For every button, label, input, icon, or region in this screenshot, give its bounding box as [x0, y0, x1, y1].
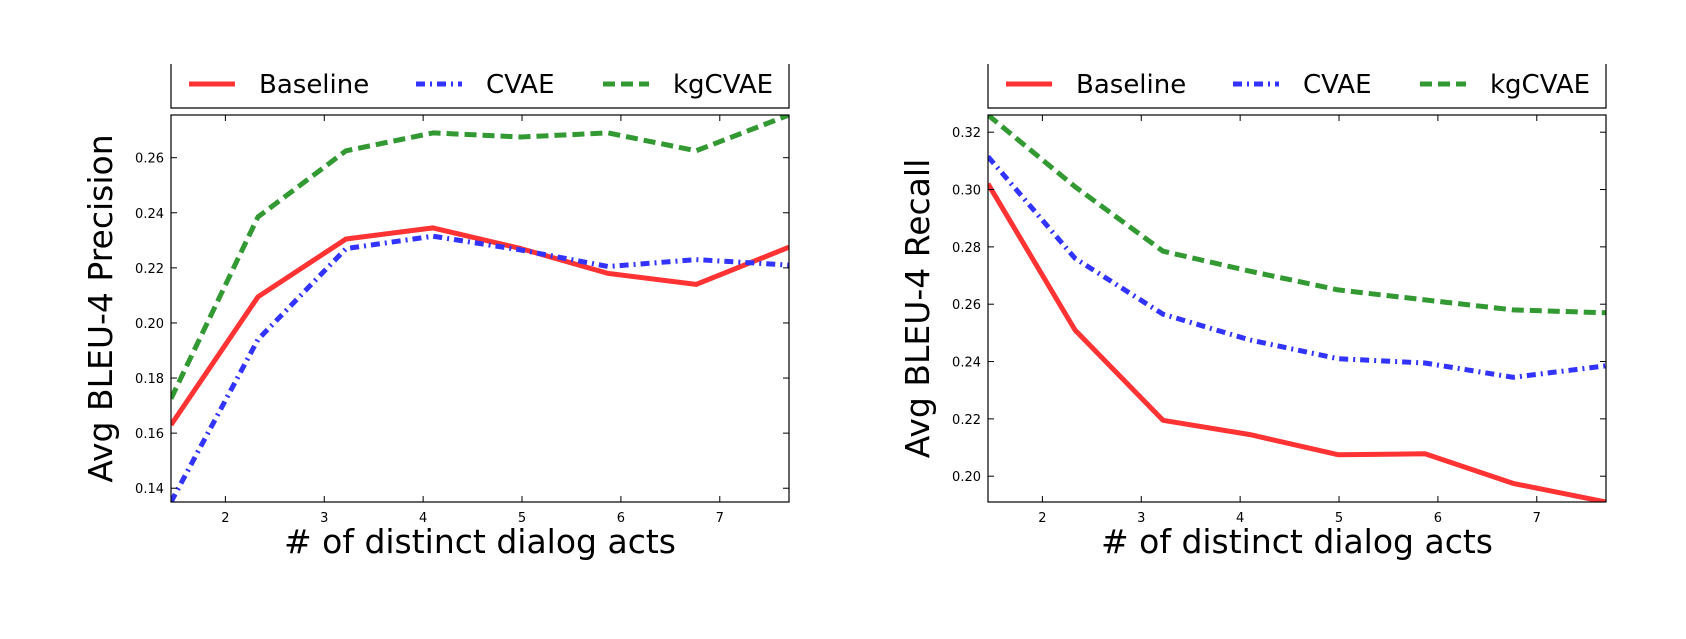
legend: Baseline CVAE kgCVAE	[170, 64, 790, 109]
y-tick-label: 0.20	[952, 470, 981, 485]
y-tick-label: 0.18	[135, 372, 164, 387]
y-tick-label: 0.28	[952, 241, 981, 256]
x-tick-label: 5	[518, 511, 526, 526]
x-axis-title: # of distinct dialog acts	[1101, 522, 1493, 561]
legend-label-cvae: CVAE	[1303, 70, 1372, 100]
y-tick-label: 0.16	[135, 427, 164, 442]
plot-frame	[170, 114, 790, 503]
series-line-cvae	[171, 233, 789, 502]
plot-frame	[987, 114, 1607, 503]
x-tick-label: 5	[1335, 511, 1343, 526]
x-tick-label: 7	[1533, 511, 1541, 526]
y-tick-label: 0.14	[135, 482, 164, 497]
legend-label-cvae: CVAE	[486, 70, 555, 100]
x-tick-label: 7	[716, 511, 724, 526]
legend-label-kgcvae: kgCVAE	[673, 70, 773, 100]
y-axis-title: Avg BLEU-4 Precision	[81, 134, 120, 482]
chart-panel-2: 2 3 4 5 6 7 0.20 0.22 0.24 0.26 0.28 0.30 0.32 # of d…	[898, 64, 1607, 561]
legend-label-kgcvae: kgCVAE	[1490, 70, 1590, 100]
x-tick-label: 3	[1137, 511, 1145, 526]
x-tick-label: 6	[617, 511, 625, 526]
y-tick-label: 0.24	[135, 207, 164, 222]
legend-frame	[170, 64, 790, 109]
x-tick-label: 6	[1434, 511, 1442, 526]
x-axis-title: # of distinct dialog acts	[284, 522, 676, 561]
x-tick-label: 4	[419, 511, 427, 526]
legend: Baseline CVAE kgCVAE	[987, 64, 1607, 109]
y-axis-title: Avg BLEU-4 Recall	[898, 159, 937, 458]
series-line-baseline	[988, 182, 1606, 502]
legend-label-baseline: Baseline	[259, 70, 369, 100]
y-tick-label: 0.22	[952, 413, 981, 428]
y-tick-label: 0.26	[135, 152, 164, 167]
series-line-kgcvae	[171, 115, 789, 400]
series-line-baseline	[171, 225, 789, 427]
y-tick-label: 0.32	[952, 126, 981, 141]
x-tick-label: 2	[1038, 511, 1046, 526]
x-tick-label: 2	[221, 511, 229, 526]
y-tick-label: 0.22	[135, 262, 164, 277]
x-tick-label: 4	[1236, 511, 1244, 526]
series-line-kgcvae	[988, 115, 1606, 316]
series-line-cvae	[988, 154, 1606, 380]
x-tick-label: 3	[320, 511, 328, 526]
legend-label-baseline: Baseline	[1076, 70, 1186, 100]
legend-frame	[987, 64, 1607, 109]
y-tick-label: 0.20	[135, 317, 164, 332]
y-tick-label: 0.30	[952, 184, 981, 199]
y-tick-label: 0.24	[952, 356, 981, 371]
y-tick-label: 0.26	[952, 298, 981, 313]
chart-panel-1: 2 3 4 5 6 7 0.14 0.16 0.18 0.20 0.22 0.24 0.26 # of d…	[81, 64, 790, 561]
